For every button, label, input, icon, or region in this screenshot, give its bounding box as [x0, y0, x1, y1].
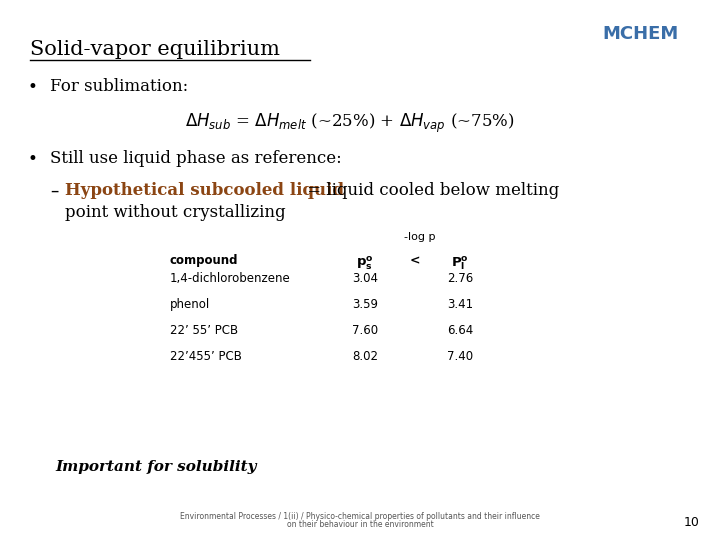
Text: 22’ 55’ PCB: 22’ 55’ PCB: [170, 324, 238, 337]
Text: Still use liquid phase as reference:: Still use liquid phase as reference:: [50, 150, 342, 167]
Text: $\mathbf{p^o_s}$: $\mathbf{p^o_s}$: [356, 254, 374, 272]
Text: 1,4-dichlorobenzene: 1,4-dichlorobenzene: [170, 272, 291, 285]
Text: 22’455’ PCB: 22’455’ PCB: [170, 350, 242, 363]
Text: 3.41: 3.41: [447, 298, 473, 311]
Text: point without crystallizing: point without crystallizing: [65, 204, 286, 221]
Text: 6.64: 6.64: [447, 324, 473, 337]
Text: Important for solubility: Important for solubility: [55, 460, 256, 474]
Text: phenol: phenol: [170, 298, 210, 311]
Text: MCHEM: MCHEM: [602, 25, 678, 43]
Text: Hypothetical subcooled liquid: Hypothetical subcooled liquid: [65, 182, 344, 199]
Text: $\mathbf{P^o_l}$: $\mathbf{P^o_l}$: [451, 254, 469, 272]
Text: 10: 10: [684, 516, 700, 529]
Text: = liquid cooled below melting: = liquid cooled below melting: [302, 182, 559, 199]
Text: <: <: [410, 254, 420, 267]
Text: 7.40: 7.40: [447, 350, 473, 363]
Text: -log p: -log p: [404, 232, 436, 242]
Text: Environmental Processes / 1(ii) / Physico-chemical properties of pollutants and : Environmental Processes / 1(ii) / Physic…: [180, 512, 540, 521]
Text: $\Delta H_{sub}$ = $\Delta H_{melt}$ (~25%) + $\Delta H_{vap}$ (~75%): $\Delta H_{sub}$ = $\Delta H_{melt}$ (~2…: [185, 112, 515, 135]
Text: 8.02: 8.02: [352, 350, 378, 363]
Text: Solid-vapor equilibrium: Solid-vapor equilibrium: [30, 40, 280, 59]
Text: For sublimation:: For sublimation:: [50, 78, 188, 95]
Text: 2.76: 2.76: [447, 272, 473, 285]
Text: 3.04: 3.04: [352, 272, 378, 285]
Text: –: –: [50, 182, 58, 200]
Text: on their behaviour in the environment: on their behaviour in the environment: [287, 520, 433, 529]
Text: •: •: [28, 150, 38, 168]
Text: compound: compound: [170, 254, 238, 267]
Text: 3.59: 3.59: [352, 298, 378, 311]
Text: 7.60: 7.60: [352, 324, 378, 337]
Text: •: •: [28, 78, 38, 96]
